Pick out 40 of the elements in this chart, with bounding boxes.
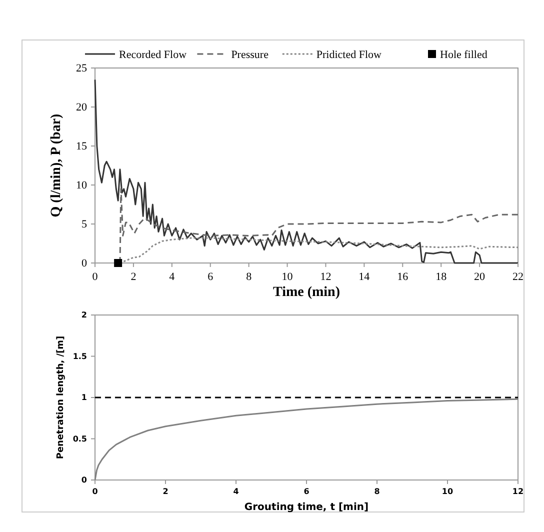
legend-label: Pridicted Flow bbox=[316, 49, 382, 61]
legend-label: Pressure bbox=[231, 49, 269, 61]
line-series bbox=[94, 78, 519, 264]
x-tick-label: 12 bbox=[320, 271, 332, 283]
y-tick-label: 15 bbox=[76, 140, 88, 153]
y-tick-label: 0.5 bbox=[72, 434, 88, 444]
x-tick-label: 12 bbox=[512, 487, 524, 496]
x-tick-label: 6 bbox=[304, 487, 310, 496]
line-series bbox=[94, 398, 519, 481]
x-tick-label: 22 bbox=[512, 271, 524, 283]
y-axis-title: Q (l/min), P (bar) bbox=[49, 113, 64, 218]
y-tick-label: 0 bbox=[81, 476, 88, 485]
x-tick-label: 2 bbox=[130, 271, 136, 283]
y-tick-label: 20 bbox=[76, 102, 88, 114]
x-tick-label: 0 bbox=[92, 487, 98, 496]
y-tick-label: 5 bbox=[82, 218, 88, 231]
x-tick-label: 8 bbox=[246, 271, 252, 283]
x-tick-label: 4 bbox=[169, 271, 176, 283]
x-tick-label: 2 bbox=[162, 487, 168, 496]
y-axis-title: Penetration length, /[m] bbox=[56, 336, 66, 460]
x-tick-label: 10 bbox=[442, 487, 454, 496]
y-tick-label: 25 bbox=[76, 62, 88, 75]
x-tick-label: 14 bbox=[358, 271, 370, 283]
x-axis-title: Grouting time, t [min] bbox=[244, 502, 369, 513]
x-tick-label: 10 bbox=[282, 271, 294, 283]
x-tick-label: 20 bbox=[474, 271, 486, 283]
x-tick-label: 16 bbox=[397, 271, 409, 283]
y-tick-label: 2 bbox=[81, 310, 87, 320]
x-tick-label: 8 bbox=[374, 487, 380, 496]
x-tick-label: 6 bbox=[208, 271, 214, 283]
legend-label: Recorded Flow bbox=[119, 49, 187, 61]
y-tick-label: 0 bbox=[82, 258, 88, 270]
legend-label: Hole filled bbox=[440, 49, 488, 61]
y-tick-label: 1 bbox=[81, 393, 88, 402]
x-tick-label: 0 bbox=[92, 271, 98, 283]
y-tick-label: 10 bbox=[76, 180, 88, 192]
x-axis-title: Time (min) bbox=[272, 285, 340, 300]
y-tick-label: 1.5 bbox=[72, 352, 88, 361]
x-tick-label: 18 bbox=[436, 271, 448, 283]
x-tick-label: 4 bbox=[233, 487, 240, 496]
